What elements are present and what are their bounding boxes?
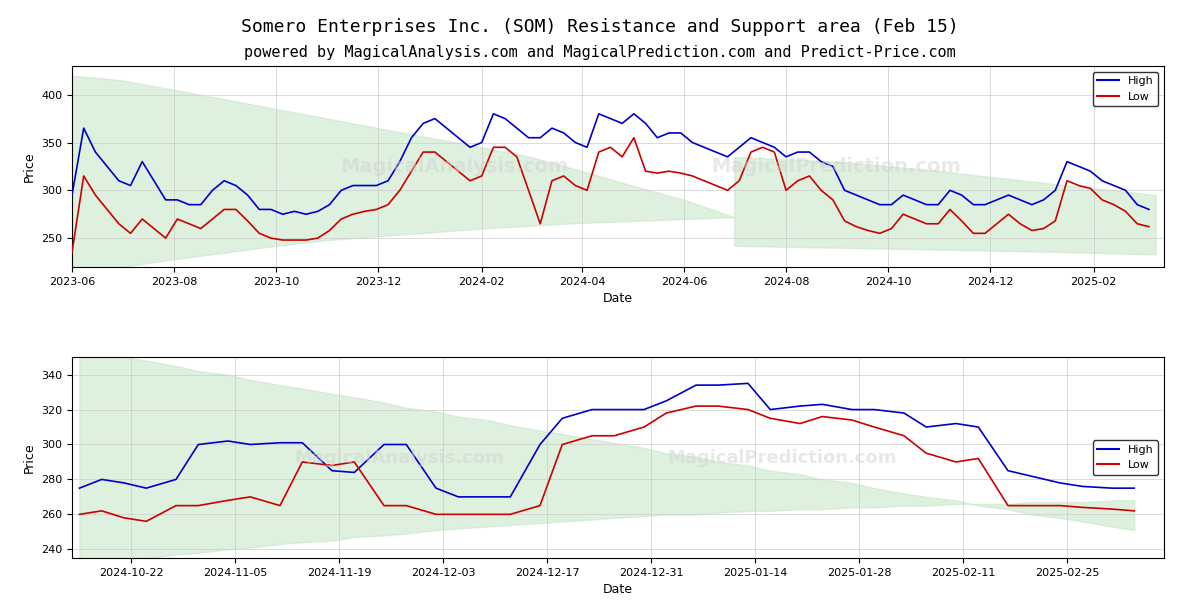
X-axis label: Date: Date bbox=[604, 583, 634, 596]
Text: MagicalAnalysis.com: MagicalAnalysis.com bbox=[295, 449, 504, 467]
Text: powered by MagicalAnalysis.com and MagicalPrediction.com and Predict-Price.com: powered by MagicalAnalysis.com and Magic… bbox=[244, 45, 956, 60]
Text: MagicalAnalysis.com: MagicalAnalysis.com bbox=[340, 157, 569, 176]
X-axis label: Date: Date bbox=[604, 292, 634, 305]
Y-axis label: Price: Price bbox=[23, 442, 36, 473]
Text: Somero Enterprises Inc. (SOM) Resistance and Support area (Feb 15): Somero Enterprises Inc. (SOM) Resistance… bbox=[241, 18, 959, 36]
Legend: High, Low: High, Low bbox=[1093, 71, 1158, 106]
Y-axis label: Price: Price bbox=[23, 151, 36, 182]
Legend: High, Low: High, Low bbox=[1093, 440, 1158, 475]
Text: MagicalPrediction.com: MagicalPrediction.com bbox=[712, 157, 961, 176]
Text: MagicalPrediction.com: MagicalPrediction.com bbox=[667, 449, 896, 467]
